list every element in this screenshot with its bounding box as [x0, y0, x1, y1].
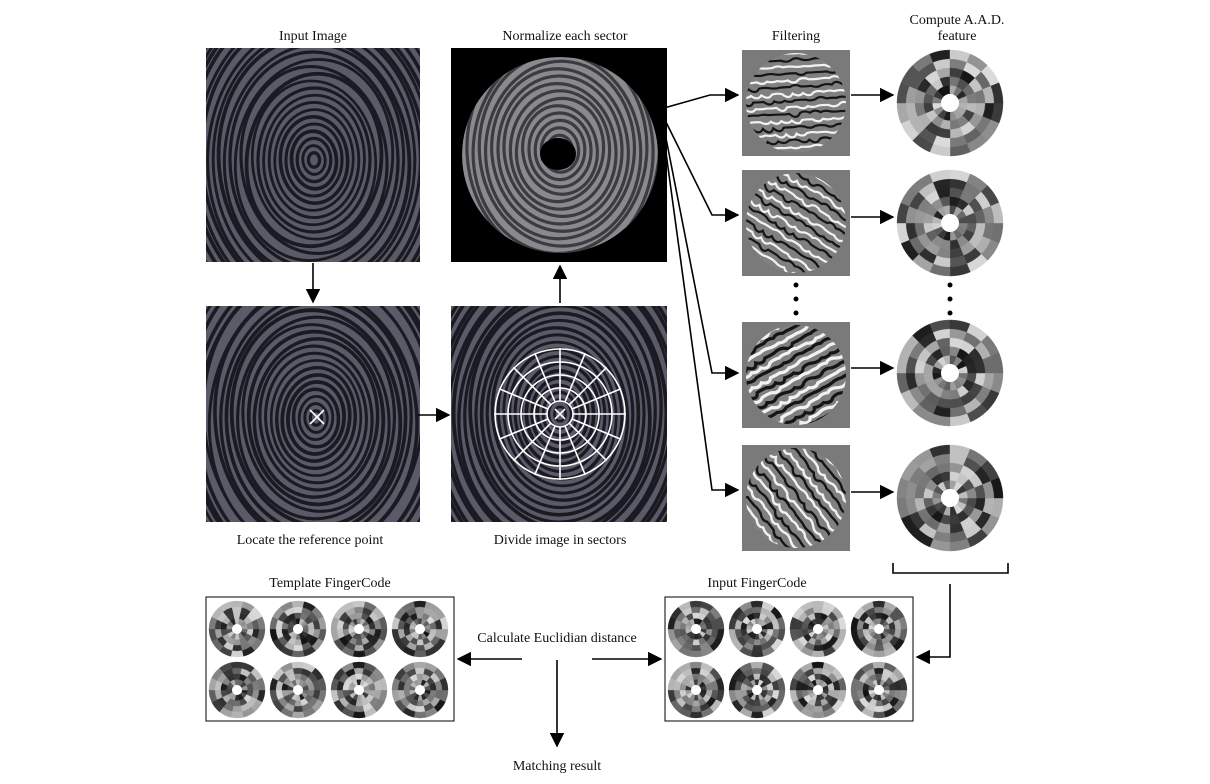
arrow-normalize-to-filter-4 — [663, 137, 740, 498]
feature-bracket — [892, 563, 1009, 574]
locate-label: Locate the reference point — [237, 533, 384, 548]
filtered-image-3 — [742, 322, 850, 428]
arrow-features-to-input-code — [915, 584, 951, 665]
x-mark-icon — [309, 409, 325, 425]
filtering-label: Filtering — [772, 29, 820, 44]
aad-feature-disc-3 — [896, 319, 1004, 427]
arrow-normalize-to-filter-2 — [663, 117, 740, 223]
arrow-normalize-to-filter-1 — [663, 87, 740, 109]
polar-grid-icon — [494, 348, 626, 480]
compute-label-line1: Compute A.A.D. — [910, 13, 1005, 28]
aad-feature-disc-4 — [896, 444, 1004, 552]
flow-arrows — [305, 87, 1009, 748]
input-fingerprint-image — [206, 48, 420, 262]
aad-feature-disc-2 — [896, 169, 1004, 277]
filtered-image-1 — [742, 50, 850, 156]
input-image-label: Input Image — [279, 29, 347, 44]
normalized-sector-image — [451, 48, 667, 262]
euclid-label: Calculate Euclidian distance — [477, 631, 636, 646]
compute-label-line2: feature — [938, 29, 977, 44]
normalize-label: Normalize each sector — [502, 29, 627, 44]
template-fingercode-discs — [208, 600, 449, 719]
arrow-normalize-to-filter-3 — [663, 127, 740, 381]
matching-label: Matching result — [513, 759, 601, 774]
aad-feature-disc-1 — [896, 49, 1004, 157]
filtered-image-4 — [742, 445, 850, 551]
divide-label: Divide image in sectors — [494, 533, 627, 548]
template-label: Template FingerCode — [269, 576, 391, 591]
vertical-dots-icon — [947, 282, 953, 316]
input-fingercode-discs — [667, 600, 908, 719]
input-fingercode-label: Input FingerCode — [707, 576, 806, 591]
vertical-dots-icon — [793, 282, 799, 316]
filtered-image-2 — [742, 170, 850, 276]
